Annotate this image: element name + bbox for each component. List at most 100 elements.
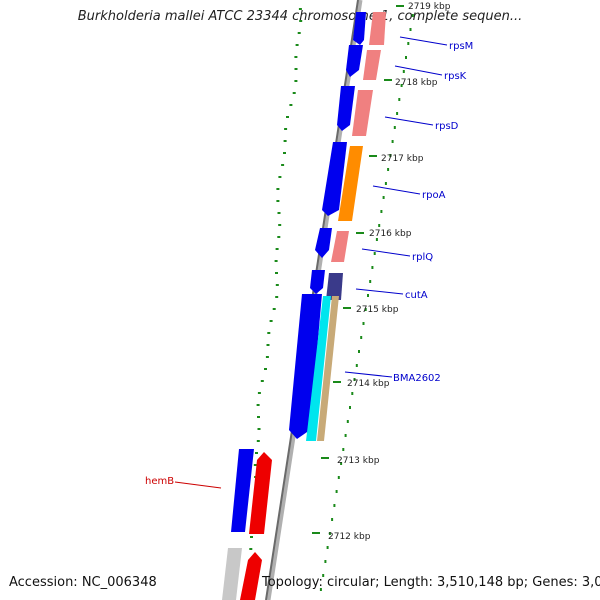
gene-arrow[interactable] (363, 50, 381, 80)
tick-label: 2719 kbp (408, 2, 451, 12)
gc-dot (269, 320, 273, 322)
gene-arrow[interactable] (317, 296, 339, 441)
accession-text: Accession: NC_006348 (9, 575, 157, 590)
ring-dot (333, 504, 336, 507)
kbp-ticks: 2719 kbp 2718 kbp 2717 kbp 2716 kbp 2715… (312, 2, 451, 542)
gene-labels: rpsM rpsK rpsD rpoA rplQ cutA BMA2602 he… (145, 36, 473, 489)
gc-dot (294, 56, 298, 58)
ring-dot (351, 392, 354, 395)
gc-dot (278, 176, 282, 178)
gene-arrow[interactable] (310, 270, 325, 294)
gc-dot (284, 128, 288, 130)
gene-arrow[interactable] (322, 142, 347, 216)
gene-label-cutA[interactable]: cutA (405, 290, 428, 301)
ring-dot (402, 70, 405, 73)
ring-dot (396, 112, 399, 115)
ring-dot (400, 84, 403, 87)
gc-dot (283, 140, 287, 142)
gene-arrow[interactable] (222, 548, 242, 600)
gene-label-rplQ[interactable]: rplQ (412, 252, 433, 263)
ring-dot (360, 336, 363, 339)
gene-arrow[interactable] (315, 228, 332, 258)
gc-dot (276, 200, 280, 202)
ring-dot (342, 448, 345, 451)
ring-dot (384, 182, 387, 185)
ring-dot (344, 434, 347, 437)
ring-dot (335, 490, 338, 493)
gc-dot (298, 8, 302, 10)
gc-dot (256, 440, 260, 442)
gc-dot (264, 368, 267, 370)
gene-arrow[interactable] (369, 12, 386, 45)
gc-dot (276, 188, 280, 190)
gc-dot (299, 20, 303, 22)
ring-dot (362, 322, 365, 325)
gc-dot (278, 224, 282, 226)
ring-dot (382, 196, 385, 199)
gc-dot (277, 236, 281, 238)
gene-arrow[interactable] (240, 552, 262, 600)
map-title: Burkholderia mallei ATCC 23344 chromosom… (77, 9, 523, 24)
ring-dot (337, 476, 340, 479)
gc-dot (283, 152, 286, 154)
ring-dot (358, 350, 360, 353)
ring-dot (331, 518, 334, 521)
gene-arrow[interactable] (331, 231, 349, 262)
ring-dot (319, 588, 322, 591)
gene-arrow[interactable] (337, 86, 355, 131)
gc-dot (297, 32, 301, 34)
gene-arrow[interactable] (326, 273, 343, 300)
ring-dot (389, 154, 392, 157)
gc-dot (256, 404, 260, 406)
gc-dot (292, 92, 296, 94)
gene-label-hemB[interactable]: hemB (145, 476, 174, 487)
gc-dot (265, 356, 269, 358)
tick-label: 2716 kbp (369, 229, 412, 239)
ring-dot (409, 28, 412, 31)
topology-text: Topology: circular; Length: 3,510,148 bp… (262, 575, 600, 590)
gc-dot (257, 416, 260, 418)
ring-dot (353, 378, 356, 381)
gene-arrow[interactable] (353, 12, 366, 45)
gc-dot (267, 332, 271, 334)
gene-arrow[interactable] (289, 294, 322, 439)
ring-dot (387, 168, 390, 171)
gc-dot (255, 452, 258, 454)
gene-label-rpsK[interactable]: rpsK (444, 71, 467, 82)
ring-dot (346, 420, 349, 423)
gc-dot (294, 80, 298, 82)
ring-dot (322, 574, 325, 577)
ring-dot (391, 140, 394, 143)
gene-arrow[interactable] (249, 452, 272, 534)
gc-dot (275, 272, 278, 274)
gene-arrow[interactable] (306, 296, 331, 441)
ring-dot (324, 560, 327, 563)
ring-dot (367, 294, 369, 297)
ring-dot (405, 56, 407, 59)
gene-arrow[interactable] (338, 146, 363, 221)
gc-dot (275, 284, 279, 286)
gene-label-rpsM[interactable]: rpsM (449, 41, 473, 52)
gene-arrow[interactable] (346, 45, 363, 77)
ring-dot (369, 280, 372, 283)
tick-label: 2714 kbp (347, 379, 390, 389)
gc-dot (289, 104, 293, 106)
tick-label: 2715 kbp (356, 305, 399, 315)
gene-arrow[interactable] (231, 449, 254, 532)
gene-label-BMA2602[interactable]: BMA2602 (393, 373, 441, 384)
gene-label-rpsD[interactable]: rpsD (435, 121, 459, 132)
gene-arrow[interactable] (352, 90, 373, 136)
ring-dot (355, 364, 358, 367)
tick-label: 2712 kbp (328, 532, 371, 542)
gc-dot (275, 248, 279, 250)
gc-dot (294, 68, 298, 70)
ring-dot (407, 42, 410, 45)
tick-label: 2713 kbp (337, 456, 380, 466)
ring-dot (411, 14, 414, 17)
gene-label-rpoA[interactable]: rpoA (422, 190, 446, 201)
gc-dot (281, 164, 285, 166)
gc-dot (266, 344, 270, 346)
tick-label: 2717 kbp (381, 154, 424, 164)
ring-dot (364, 308, 367, 311)
